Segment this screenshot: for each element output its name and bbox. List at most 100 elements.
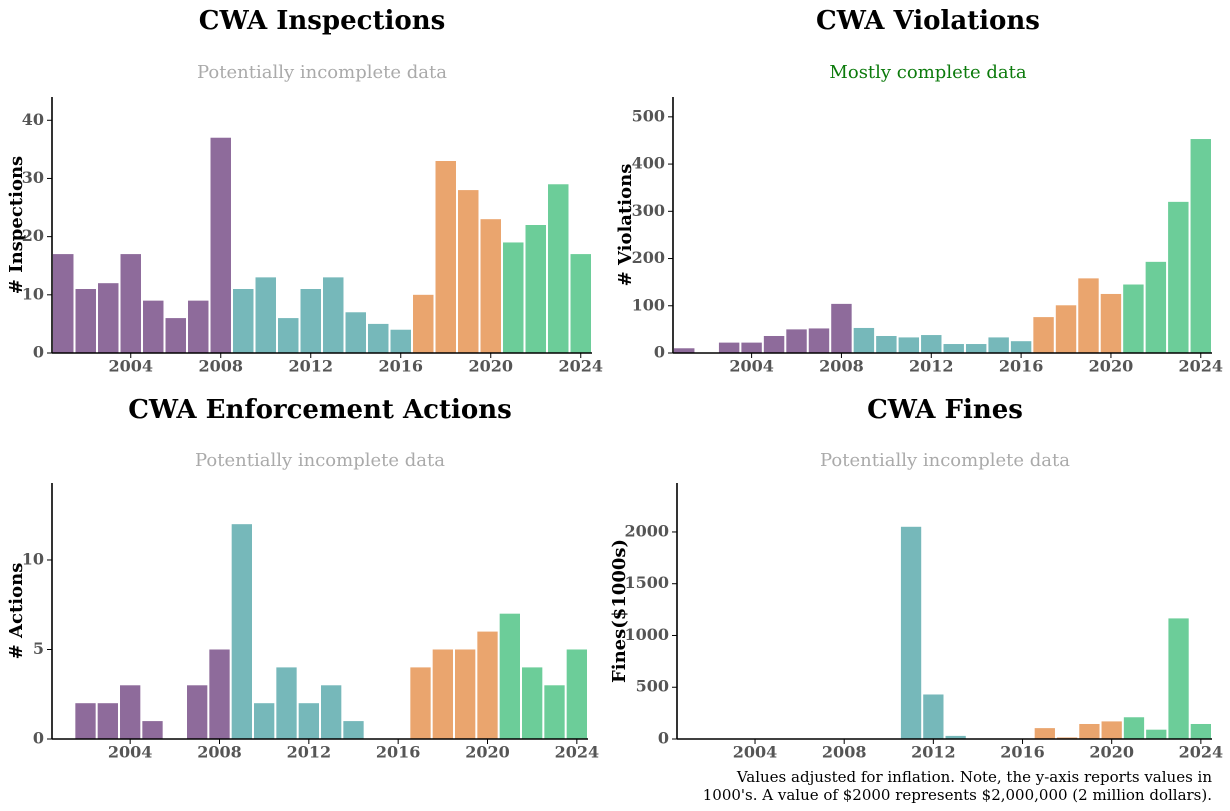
y-tick-label: 1500	[624, 573, 669, 592]
bar	[120, 685, 141, 739]
x-tick-label: 2016	[1000, 743, 1045, 762]
bar	[142, 721, 163, 739]
bar	[923, 694, 944, 739]
chart-subtitle: Mostly complete data	[829, 62, 1026, 83]
x-tick-label: 2004	[108, 743, 153, 762]
y-tick-label: 40	[22, 110, 44, 129]
y-axis-label: Fines($1000s)	[609, 539, 630, 683]
chart-subtitle: Potentially incomplete data	[197, 62, 447, 83]
bar	[276, 667, 297, 739]
x-tick-label: 2004	[733, 743, 778, 762]
bar	[480, 219, 501, 353]
footnote: Values adjusted for inflation. Note, the…	[736, 768, 1213, 786]
y-tick-label: 500	[636, 677, 669, 696]
y-tick-label: 30	[22, 168, 44, 187]
bar	[1190, 723, 1211, 739]
y-tick-label: 0	[33, 343, 44, 362]
bar	[566, 649, 587, 739]
bar	[143, 300, 164, 353]
bar	[231, 524, 252, 739]
bar	[210, 137, 231, 353]
bar	[1100, 293, 1122, 353]
y-tick-label: 400	[632, 154, 665, 173]
bar	[97, 703, 118, 739]
bar	[522, 667, 543, 739]
y-tick-label: 20	[22, 226, 44, 245]
bar	[900, 526, 922, 739]
x-tick-label: 2012	[909, 357, 954, 376]
bar	[233, 289, 254, 353]
bar	[165, 318, 186, 353]
x-tick-label: 2012	[911, 743, 956, 762]
y-tick-label: 2000	[624, 521, 669, 540]
x-tick-label: 2004	[729, 357, 774, 376]
bar	[278, 318, 299, 353]
bar	[413, 294, 434, 353]
x-tick-label: 2024	[558, 357, 603, 376]
bar	[410, 667, 431, 739]
bar	[345, 312, 366, 353]
bar	[75, 289, 96, 353]
x-tick-label: 2024	[555, 743, 600, 762]
y-axis-label: # Inspections	[6, 156, 27, 294]
bar	[965, 344, 987, 353]
chart-subtitle: Potentially incomplete data	[820, 450, 1070, 471]
bar	[1079, 723, 1100, 739]
x-tick-label: 2020	[1089, 743, 1134, 762]
x-tick-label: 2020	[468, 357, 513, 376]
x-tick-label: 2004	[108, 357, 153, 376]
bar	[499, 613, 520, 739]
chart-subtitle: Potentially incomplete data	[195, 450, 445, 471]
bar	[300, 289, 321, 353]
bar	[120, 254, 141, 353]
y-tick-label: 100	[632, 295, 665, 314]
x-tick-label: 2008	[198, 357, 243, 376]
y-tick-label: 1000	[624, 625, 669, 644]
bar	[298, 703, 319, 739]
bar	[98, 283, 119, 353]
bar	[548, 184, 569, 353]
y-tick-label: 0	[658, 729, 669, 748]
bar	[1078, 278, 1099, 353]
x-tick-label: 2008	[197, 743, 242, 762]
x-tick-label: 2016	[378, 357, 423, 376]
x-tick-label: 2012	[288, 357, 333, 376]
bar	[321, 685, 342, 739]
bar	[1146, 729, 1167, 739]
bar	[1145, 261, 1167, 353]
bar	[53, 254, 74, 353]
x-tick-label: 2016	[376, 743, 421, 762]
bar	[455, 649, 476, 739]
bar	[390, 329, 411, 353]
bar	[898, 337, 920, 353]
bar	[763, 335, 785, 353]
bar	[544, 685, 565, 739]
y-axis-label: # Actions	[6, 563, 27, 660]
bar	[368, 323, 389, 353]
bar	[1010, 341, 1032, 353]
bar	[808, 328, 830, 353]
bar	[1034, 728, 1055, 739]
bar	[1123, 717, 1145, 739]
chart-title: CWA Inspections	[199, 6, 445, 36]
bar	[1190, 139, 1211, 353]
bar	[187, 685, 208, 739]
bar	[1168, 618, 1189, 739]
y-axis-label: # Violations	[615, 164, 636, 287]
x-tick-label: 2012	[287, 743, 332, 762]
x-tick-label: 2016	[999, 357, 1044, 376]
bar	[503, 242, 524, 353]
x-tick-label: 2020	[465, 743, 510, 762]
y-tick-label: 5	[33, 639, 44, 658]
chart-title: CWA Enforcement Actions	[128, 395, 512, 425]
x-tick-label: 2008	[819, 357, 864, 376]
bar	[876, 335, 897, 353]
bar	[988, 337, 1009, 353]
bar	[188, 300, 209, 353]
x-tick-label: 2024	[1179, 357, 1224, 376]
bar	[255, 277, 276, 353]
y-tick-label: 200	[632, 248, 665, 267]
bar	[674, 348, 695, 353]
bar	[477, 631, 498, 739]
bar	[1101, 721, 1122, 739]
